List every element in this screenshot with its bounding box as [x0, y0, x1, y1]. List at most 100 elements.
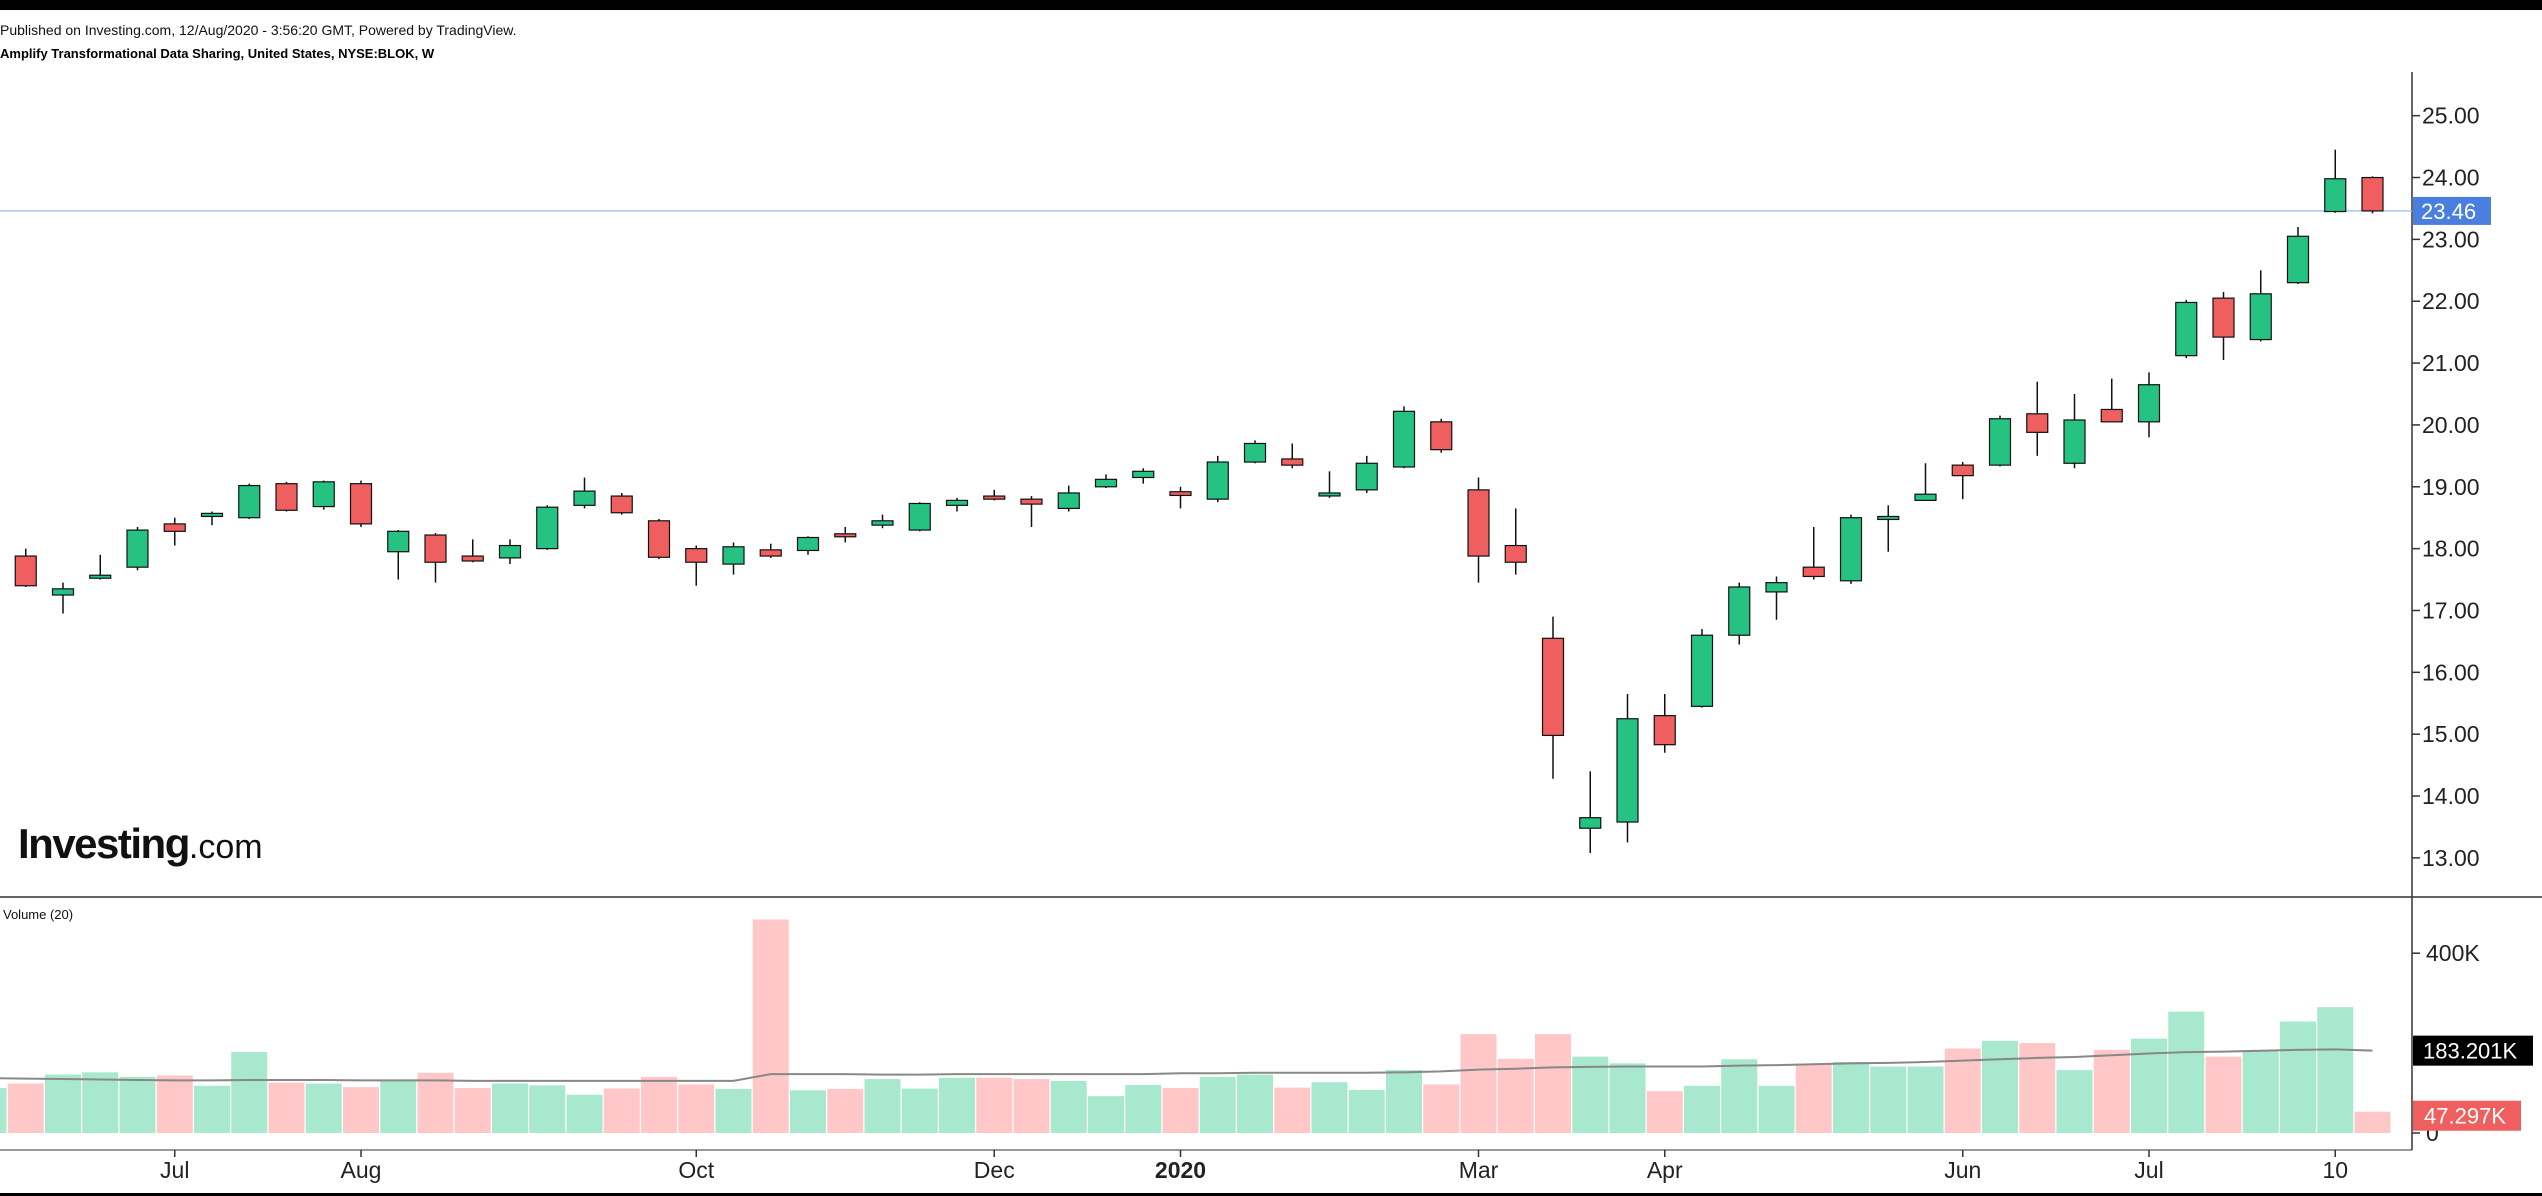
logo-main-text: Investing	[18, 820, 190, 867]
volume-bar	[380, 1079, 417, 1133]
volume-bar	[678, 1084, 715, 1133]
price-tick-label: 24.00	[2422, 165, 2480, 191]
time-tick-label: Apr	[1647, 1157, 1683, 1183]
volume-bar	[1870, 1066, 1907, 1133]
time-tick-label: Aug	[341, 1157, 382, 1183]
volume-bar	[1013, 1079, 1050, 1133]
volume-bar	[194, 1085, 230, 1133]
candle-down	[14, 555, 37, 587]
candle-up	[1057, 492, 1080, 510]
time-tick-label: Mar	[1459, 1157, 1499, 1183]
candle-up	[1616, 718, 1639, 823]
candle-up	[573, 490, 596, 506]
volume-bar	[2168, 1011, 2205, 1133]
volume-bar	[1162, 1088, 1199, 1133]
volume-bar	[268, 1082, 305, 1133]
volume-bar	[7, 1083, 44, 1133]
time-tick-label: 10	[2322, 1157, 2348, 1183]
volume-bar	[1907, 1066, 1944, 1133]
candle-up	[1728, 586, 1751, 636]
candle-down	[1020, 498, 1043, 505]
volume-bar	[1646, 1091, 1683, 1133]
candle-down	[461, 555, 484, 562]
candle-down	[647, 520, 671, 558]
candle-up	[1839, 517, 1863, 582]
candle-up	[1988, 418, 2012, 466]
price-tick-label: 18.00	[2422, 536, 2480, 562]
time-tick-label: Jul	[160, 1157, 189, 1183]
candle-up	[1765, 582, 1788, 593]
price-tick-label: 20.00	[2422, 412, 2480, 438]
candle-down	[1430, 421, 1453, 451]
volume-bar	[1497, 1058, 1534, 1133]
volume-bar	[1982, 1040, 2018, 1133]
chart-title: Amplify Transformational Data Sharing, U…	[0, 46, 435, 61]
volume-bar	[529, 1085, 566, 1133]
candle-down	[1802, 566, 1825, 578]
volume-bar	[2093, 1049, 2130, 1133]
time-tick-label: 2020	[1155, 1157, 1206, 1183]
volume-bar	[1125, 1084, 1162, 1133]
volume-bar	[1758, 1085, 1795, 1133]
volume-bar	[1609, 1063, 1646, 1133]
volume-bar	[1535, 1034, 1571, 1133]
volume-bar	[45, 1074, 81, 1133]
candle-up	[1877, 515, 1900, 521]
volume-tick-label: 400K	[2426, 940, 2480, 966]
volume-ma-label: 183.201K	[2423, 1039, 2518, 1064]
volume-bar	[1572, 1056, 1609, 1133]
volume-bar	[1311, 1082, 1348, 1133]
volume-bar	[566, 1094, 603, 1133]
candle-up	[2063, 419, 2086, 464]
candle-up	[1355, 462, 1378, 491]
candle-down	[1951, 464, 1974, 477]
volume-bar	[2019, 1043, 2056, 1133]
volume-bar	[492, 1083, 528, 1133]
volume-bar	[2354, 1111, 2391, 1133]
candle-up	[238, 484, 261, 519]
top-frame-bar	[0, 0, 2542, 10]
volume-last-label: 47.297K	[2424, 1104, 2506, 1129]
volume-bar	[976, 1077, 1013, 1133]
volume-bar	[864, 1079, 901, 1133]
time-tick-label: Jun	[1944, 1157, 1981, 1183]
volume-bar	[156, 1075, 193, 1133]
price-tick-label: 14.00	[2422, 783, 2480, 809]
volume-bar	[1423, 1084, 1460, 1133]
candle-down	[2361, 176, 2384, 212]
candle-up	[1318, 492, 1341, 497]
volume-bar	[2317, 1007, 2354, 1133]
candle-up	[51, 588, 75, 596]
candle-down	[275, 483, 298, 511]
time-tick-label: Dec	[974, 1157, 1015, 1183]
price-tick-label: 16.00	[2422, 659, 2480, 685]
candle-up	[1132, 470, 1155, 479]
volume-ma-line	[0, 1048, 2373, 1082]
axes: 25.00 24.00 23.00 22.00 21.00 20.00 19.00 18.00…	[160, 103, 2533, 1183]
volume-bar	[2056, 1070, 2093, 1133]
candle-down	[1169, 491, 1192, 497]
candle-down	[685, 548, 708, 563]
candle-down	[163, 523, 186, 532]
bottom-frame-bar	[0, 1193, 2542, 1196]
volume-bar	[1199, 1076, 1236, 1133]
volume-bar	[2280, 1021, 2316, 1133]
volume-bar	[454, 1088, 491, 1133]
volume-bar	[1833, 1061, 1869, 1133]
volume-bar	[603, 1088, 640, 1133]
volume-bar	[231, 1052, 268, 1133]
candle-up	[2175, 301, 2198, 357]
last-price-label: 23.46	[2421, 199, 2476, 224]
volume-bar	[417, 1072, 454, 1133]
candle-down	[759, 549, 782, 557]
candle-up	[1579, 817, 1602, 829]
time-tick-label: Oct	[678, 1157, 714, 1183]
volume-bar	[1795, 1064, 1832, 1133]
volume-bar	[1684, 1085, 1720, 1133]
candle-up	[2249, 293, 2272, 341]
volume-bar	[0, 1088, 7, 1133]
volume-bar	[119, 1076, 156, 1133]
volume-bar	[901, 1088, 938, 1133]
candle-down	[1281, 458, 1304, 466]
